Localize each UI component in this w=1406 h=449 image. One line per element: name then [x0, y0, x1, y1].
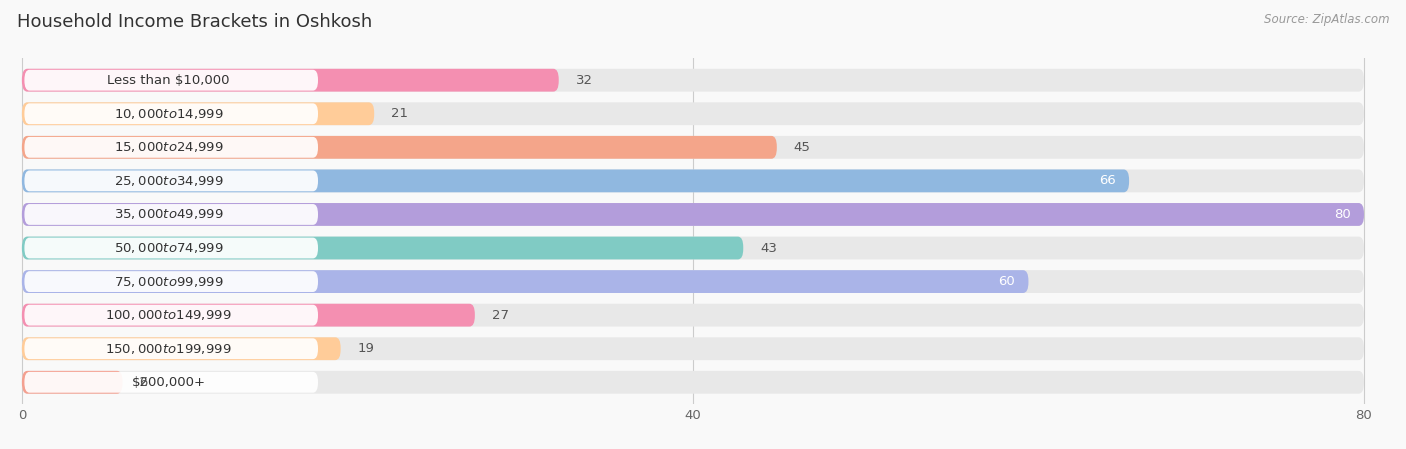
- Text: $10,000 to $14,999: $10,000 to $14,999: [114, 107, 224, 121]
- FancyBboxPatch shape: [22, 237, 744, 260]
- Text: $150,000 to $199,999: $150,000 to $199,999: [105, 342, 232, 356]
- FancyBboxPatch shape: [24, 305, 318, 326]
- Text: $100,000 to $149,999: $100,000 to $149,999: [105, 308, 232, 322]
- FancyBboxPatch shape: [22, 169, 1364, 192]
- Text: 32: 32: [575, 74, 592, 87]
- FancyBboxPatch shape: [22, 270, 1028, 293]
- FancyBboxPatch shape: [22, 136, 776, 159]
- Text: $35,000 to $49,999: $35,000 to $49,999: [114, 207, 224, 221]
- FancyBboxPatch shape: [22, 136, 1364, 159]
- Text: Source: ZipAtlas.com: Source: ZipAtlas.com: [1264, 13, 1389, 26]
- FancyBboxPatch shape: [22, 69, 1364, 92]
- Text: Less than $10,000: Less than $10,000: [107, 74, 231, 87]
- Text: 27: 27: [492, 308, 509, 321]
- Text: 60: 60: [998, 275, 1015, 288]
- FancyBboxPatch shape: [22, 304, 475, 326]
- FancyBboxPatch shape: [22, 203, 1364, 226]
- FancyBboxPatch shape: [22, 337, 340, 360]
- FancyBboxPatch shape: [22, 304, 1364, 326]
- FancyBboxPatch shape: [22, 69, 558, 92]
- Text: $75,000 to $99,999: $75,000 to $99,999: [114, 275, 224, 289]
- FancyBboxPatch shape: [24, 70, 318, 91]
- FancyBboxPatch shape: [22, 203, 1364, 226]
- FancyBboxPatch shape: [24, 171, 318, 191]
- Text: 21: 21: [391, 107, 408, 120]
- Text: 43: 43: [761, 242, 778, 255]
- FancyBboxPatch shape: [22, 371, 122, 394]
- FancyBboxPatch shape: [22, 102, 1364, 125]
- FancyBboxPatch shape: [24, 372, 318, 393]
- Text: 45: 45: [793, 141, 810, 154]
- FancyBboxPatch shape: [24, 338, 318, 359]
- Text: 66: 66: [1099, 174, 1116, 187]
- FancyBboxPatch shape: [24, 103, 318, 124]
- FancyBboxPatch shape: [22, 371, 1364, 394]
- FancyBboxPatch shape: [22, 337, 1364, 360]
- Text: 19: 19: [357, 342, 374, 355]
- FancyBboxPatch shape: [22, 102, 374, 125]
- Text: Household Income Brackets in Oshkosh: Household Income Brackets in Oshkosh: [17, 13, 373, 31]
- FancyBboxPatch shape: [24, 238, 318, 259]
- FancyBboxPatch shape: [22, 237, 1364, 260]
- FancyBboxPatch shape: [24, 204, 318, 225]
- FancyBboxPatch shape: [22, 270, 1364, 293]
- Text: $15,000 to $24,999: $15,000 to $24,999: [114, 141, 224, 154]
- FancyBboxPatch shape: [24, 271, 318, 292]
- Text: $50,000 to $74,999: $50,000 to $74,999: [114, 241, 224, 255]
- FancyBboxPatch shape: [24, 137, 318, 158]
- FancyBboxPatch shape: [22, 169, 1129, 192]
- Text: $25,000 to $34,999: $25,000 to $34,999: [114, 174, 224, 188]
- Text: 80: 80: [1334, 208, 1351, 221]
- Text: 6: 6: [139, 376, 148, 389]
- Text: $200,000+: $200,000+: [132, 376, 205, 389]
